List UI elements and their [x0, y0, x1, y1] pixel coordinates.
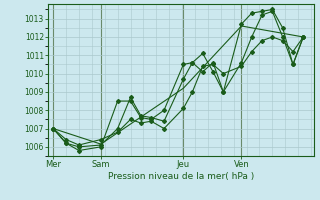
X-axis label: Pression niveau de la mer( hPa ): Pression niveau de la mer( hPa ): [108, 172, 254, 181]
